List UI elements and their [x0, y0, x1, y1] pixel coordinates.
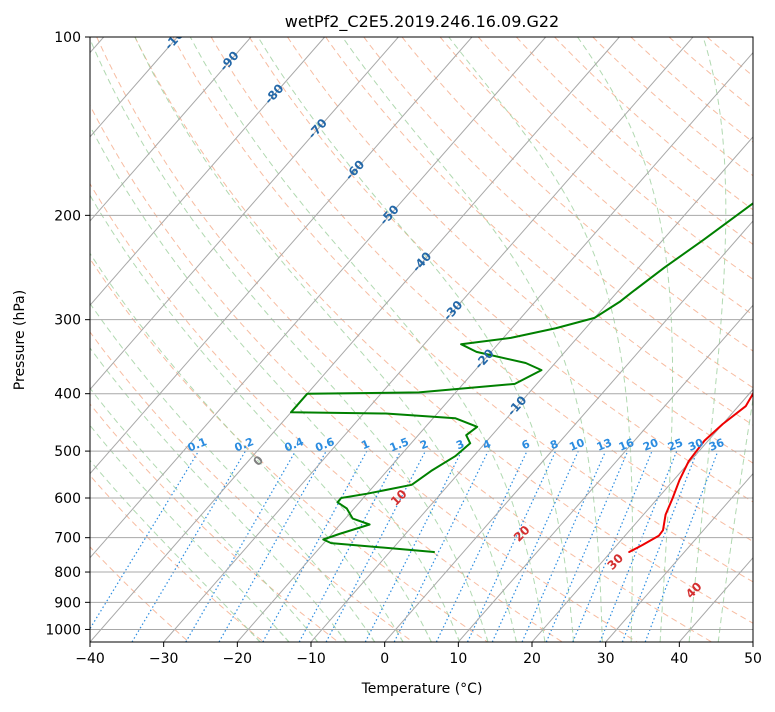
moist-adiabats — [0, 37, 775, 642]
mixing-ratio-label: 8 — [548, 437, 560, 452]
y-tick-label: 200 — [54, 208, 81, 224]
y-tick-label: 600 — [54, 491, 81, 507]
mixing-ratio-lines — [82, 451, 718, 642]
x-tick-label: −30 — [149, 651, 179, 667]
y-tick-label: 800 — [54, 565, 81, 581]
x-axis-label: Temperature (°C) — [361, 681, 483, 697]
dry-adiabat — [0, 37, 264, 642]
mixing-ratio-line — [492, 451, 578, 642]
isotherm-line — [0, 37, 251, 642]
mixing-ratio-label: 1 — [360, 437, 372, 452]
moist-adiabat-label: 20 — [511, 523, 533, 545]
dry-adiabat — [249, 37, 775, 642]
isotherm-line — [0, 37, 398, 642]
dry-adiabat — [59, 37, 637, 642]
moist-adiabat — [0, 37, 260, 642]
moist-adiabat — [17, 37, 431, 642]
moist-adiabat — [0, 37, 346, 642]
x-tick-label: 20 — [523, 651, 541, 667]
y-tick-label: 700 — [54, 531, 81, 547]
moist-adiabat-label: 10 — [388, 487, 410, 509]
y-tick-label: 300 — [54, 313, 81, 329]
mixing-ratio-label: 0.1 — [186, 435, 209, 454]
y-axis-ticks: 100 200 300 400 500 600 700 800 900 1000 — [45, 30, 90, 638]
y-tick-label: 400 — [54, 387, 81, 403]
x-tick-label: −40 — [75, 651, 105, 667]
isotherm-line — [753, 37, 775, 642]
x-tick-label: 30 — [597, 651, 615, 667]
dry-adiabat — [402, 37, 775, 642]
moist-adiabat-label: 30 — [604, 551, 626, 573]
y-tick-label: 100 — [54, 30, 81, 46]
x-tick-label: 0 — [380, 651, 389, 667]
mixing-ratio-label: 0.2 — [233, 435, 256, 454]
moist-adiabat-label: 0 — [250, 453, 266, 469]
mixing-ratio-line — [522, 451, 606, 642]
x-tick-label: −10 — [296, 651, 326, 667]
moist-adiabat-label: 40 — [683, 579, 705, 601]
x-tick-label: 40 — [670, 651, 688, 667]
isotherm-line — [532, 37, 775, 642]
moist-adiabat — [689, 37, 726, 642]
dry-adiabat — [0, 37, 189, 642]
mixing-ratio-label: 1.5 — [388, 435, 411, 454]
mixing-ratio-line — [394, 451, 488, 642]
dry-adiabat — [288, 37, 775, 642]
y-tick-label: 900 — [54, 595, 81, 611]
dry-adiabat — [97, 37, 712, 642]
isotherm-line — [311, 37, 775, 642]
x-tick-label: 50 — [744, 651, 762, 667]
mixing-ratio-label: 0.6 — [313, 435, 336, 454]
mixing-ratio-label: 0.4 — [283, 435, 306, 454]
moist-adiabat — [578, 37, 673, 642]
dry-adiabat — [0, 37, 413, 642]
y-tick-label: 500 — [54, 444, 81, 460]
chart-title: wetPf2_C2E5.2019.246.16.09.G22 — [285, 12, 559, 32]
x-axis-ticks: −40 −30 −20 −10 0 10 20 30 40 50 — [75, 642, 762, 667]
mixing-ratio-label: 3 — [454, 437, 466, 452]
isotherm-line — [385, 37, 775, 642]
y-axis-label: Pressure (hPa) — [12, 290, 28, 390]
moist-adiabat — [0, 37, 403, 642]
moist-adiabat — [718, 37, 775, 642]
dry-adiabat — [135, 37, 775, 642]
mixing-ratio-label: 4 — [481, 437, 493, 452]
mixing-ratio-line — [622, 451, 697, 642]
pressure-gridlines — [90, 37, 753, 629]
dry-adiabat — [707, 37, 775, 642]
mixing-ratio-label: 2 — [418, 437, 430, 452]
dewpoint-profile — [291, 37, 775, 552]
dry-adiabat — [593, 37, 775, 642]
mixing-ratio-line — [645, 451, 718, 642]
sounding-profiles — [290, 36, 775, 553]
x-tick-label: 10 — [449, 651, 467, 667]
isotherm-line — [679, 37, 775, 642]
y-tick-label: 1000 — [45, 622, 81, 638]
mixing-ratio-line — [219, 451, 326, 642]
isotherm-line — [0, 37, 325, 642]
x-tick-label: −20 — [223, 651, 253, 667]
dry-adiabat — [555, 37, 775, 642]
mixing-ratio-label: 6 — [520, 437, 532, 452]
